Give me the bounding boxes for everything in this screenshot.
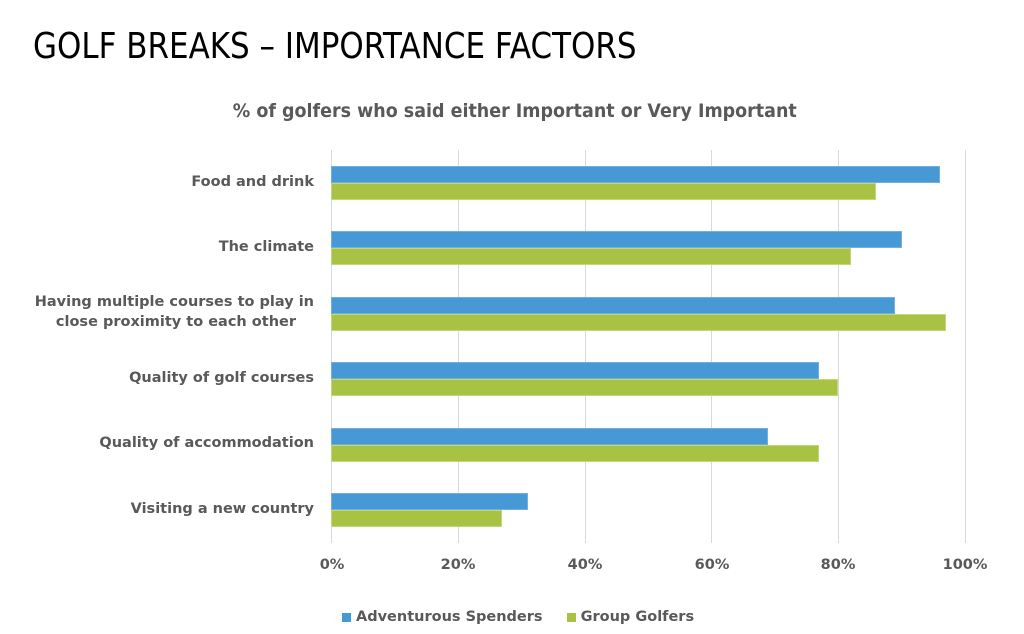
gridline: [711, 150, 712, 543]
category-label-line: Having multiple courses to play in: [34, 294, 314, 310]
bar: [331, 182, 877, 200]
category-label: Quality of golf courses: [129, 370, 314, 386]
category-label-line: close proximity to each other: [55, 314, 296, 330]
legend-swatch-icon: [566, 612, 576, 622]
x-tick: 100%: [942, 557, 988, 573]
bar: [331, 444, 820, 462]
x-tick: 20%: [440, 557, 476, 573]
category-label: Visiting a new country: [130, 501, 314, 517]
plot-area: [331, 150, 966, 543]
gridline: [331, 150, 332, 543]
legend-label: Adventurous Spenders: [356, 609, 543, 625]
x-tick: 40%: [567, 557, 603, 573]
bar: [331, 427, 769, 445]
x-tick: 80%: [820, 557, 856, 573]
bar: [331, 379, 839, 397]
gridline: [585, 150, 586, 543]
legend-item-group-golfers: Group Golfers: [566, 609, 695, 625]
bar: [331, 510, 503, 528]
category-label: Food and drink: [191, 174, 314, 190]
bar: [331, 231, 902, 249]
bar: [331, 248, 851, 266]
bar: [331, 296, 896, 314]
bar: [331, 493, 528, 511]
x-tick: 60%: [694, 557, 730, 573]
legend: Adventurous Spenders Group Golfers: [342, 609, 694, 625]
category-label: Quality of accommodation: [99, 435, 314, 451]
legend-item-adventurous-spenders: Adventurous Spenders: [342, 609, 543, 625]
bar: [331, 362, 820, 380]
legend-swatch-icon: [342, 612, 351, 622]
bar: [331, 313, 946, 331]
chart-title: % of golfers who said either Important o…: [232, 100, 797, 122]
page-title: GOLF BREAKS – IMPORTANCE FACTORS: [33, 26, 637, 67]
gridline: [838, 150, 839, 543]
bar: [331, 165, 940, 183]
category-label: Having multiple courses to play in close…: [14, 292, 314, 332]
gridline: [458, 150, 459, 543]
x-tick: 0%: [319, 557, 345, 573]
legend-label: Group Golfers: [580, 609, 695, 625]
category-label: The climate: [218, 239, 314, 255]
gridline: [965, 150, 966, 543]
